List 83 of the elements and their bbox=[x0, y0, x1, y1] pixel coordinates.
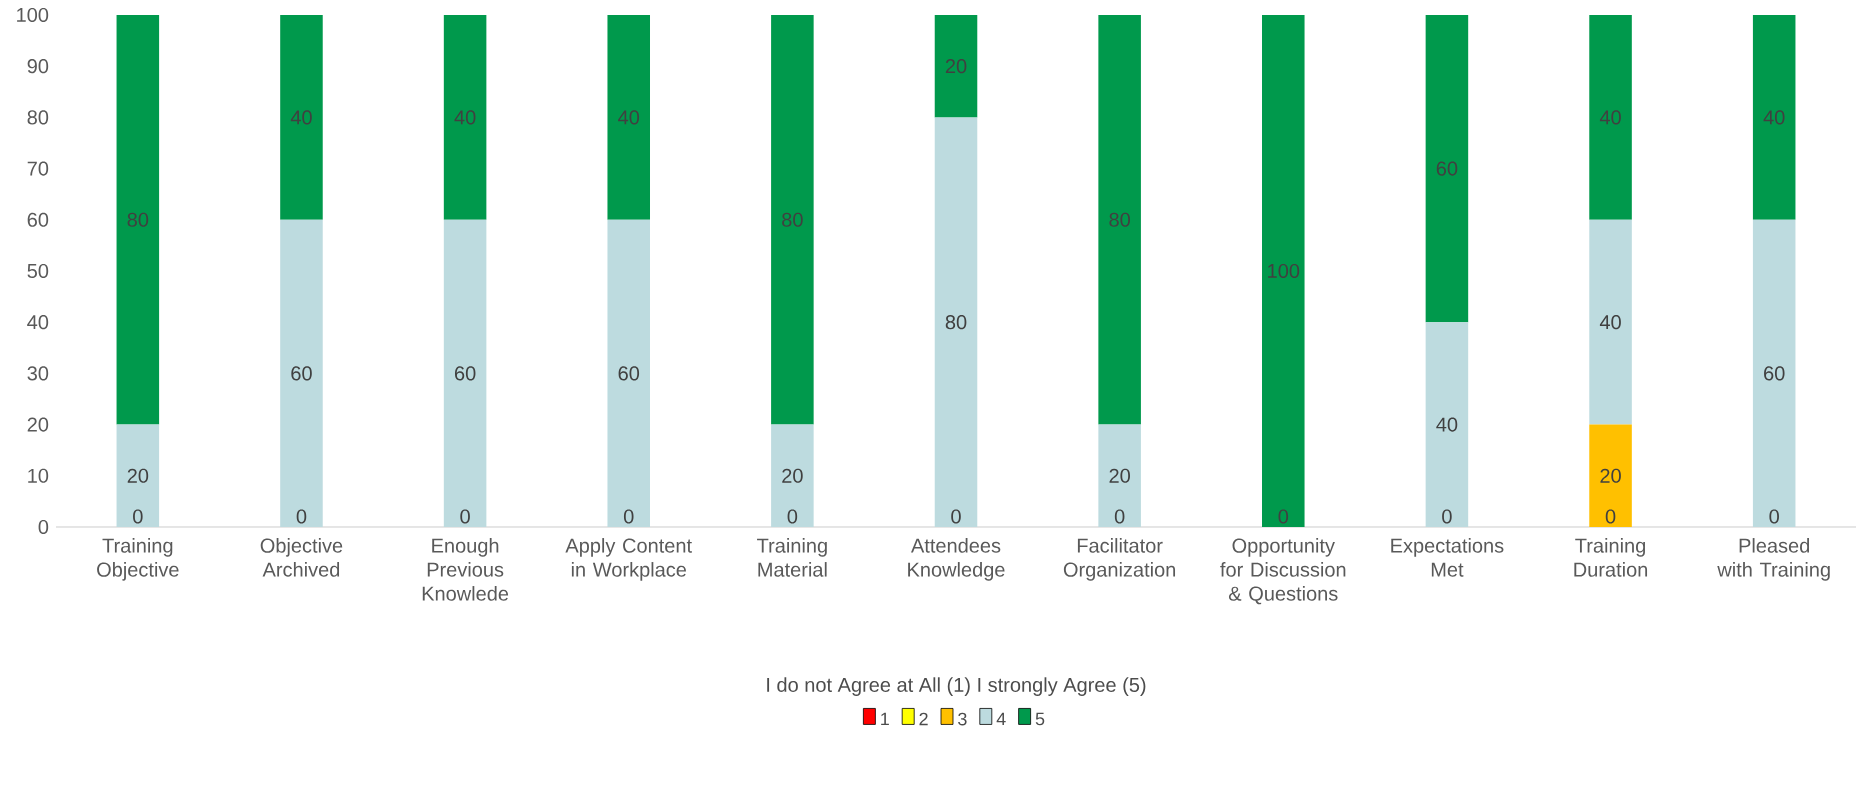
legend-label: 4 bbox=[996, 712, 1006, 726]
annotation: 0 bbox=[951, 509, 961, 524]
bar bbox=[116, 424, 160, 527]
y-tick-label: 70 bbox=[27, 161, 49, 176]
y-tick-label: 100 bbox=[17, 7, 49, 23]
data-label: 20 bbox=[1600, 468, 1621, 483]
annotation: 0 bbox=[1769, 509, 1779, 524]
data-label: 60 bbox=[1436, 161, 1458, 176]
data-label: 100 bbox=[1268, 263, 1300, 279]
bar bbox=[1425, 14, 1469, 323]
y-tick-label: 0 bbox=[38, 519, 49, 535]
data-label: 20 bbox=[782, 468, 803, 483]
data-label: 40 bbox=[1763, 110, 1785, 125]
bar bbox=[934, 14, 978, 118]
annotation: 0 bbox=[787, 509, 798, 524]
x-tick-label: Training Duration bbox=[1574, 538, 1648, 577]
bar bbox=[1098, 14, 1141, 425]
data-label: 20 bbox=[1109, 468, 1130, 483]
bar bbox=[1752, 14, 1796, 220]
annotation: 0 bbox=[1442, 509, 1452, 524]
x-tick-label: Enough Previous Knowlede bbox=[422, 538, 509, 601]
annotation: 0 bbox=[296, 509, 307, 524]
bar bbox=[1425, 322, 1469, 527]
annotation: 0 bbox=[1114, 509, 1125, 524]
bar bbox=[1589, 219, 1632, 425]
annotation: 0 bbox=[1605, 509, 1616, 524]
y-tick-label: 30 bbox=[27, 366, 49, 381]
y-tick-label: 90 bbox=[27, 59, 49, 74]
x-tick-label: Training Objective bbox=[97, 538, 179, 581]
data-label: 40 bbox=[618, 110, 640, 125]
data-label: 40 bbox=[290, 110, 312, 125]
legend-title: I do not Agree at All (1) I strongly Agree (5) bbox=[767, 677, 1146, 696]
bar bbox=[1589, 14, 1632, 220]
annotation: 0 bbox=[460, 509, 470, 524]
data-label: 60 bbox=[618, 366, 640, 381]
bar bbox=[607, 219, 651, 527]
x-tick-label: Opportunity for Discussion & Questions bbox=[1220, 538, 1346, 605]
data-label: 40 bbox=[1599, 110, 1621, 125]
legend-label: 3 bbox=[958, 712, 967, 726]
x-tick-label: Pleased with Training bbox=[1717, 538, 1830, 581]
x-tick-label: Training Material bbox=[757, 538, 827, 577]
bar bbox=[116, 14, 160, 425]
data-label: 60 bbox=[454, 366, 476, 381]
bar bbox=[280, 14, 323, 220]
data-label: 80 bbox=[782, 212, 803, 227]
bar bbox=[771, 424, 814, 527]
y-tick-label: 20 bbox=[27, 417, 49, 432]
x-tick-label: Attendees Knowledge bbox=[908, 538, 1005, 581]
x-tick-label: Apply Content in Workplace bbox=[565, 538, 692, 581]
data-label: 40 bbox=[1436, 417, 1458, 432]
data-label: 60 bbox=[291, 366, 312, 381]
legend-label: 2 bbox=[919, 712, 928, 726]
annotation: 0 bbox=[623, 509, 634, 524]
bar bbox=[443, 14, 487, 220]
y-tick-label: 50 bbox=[27, 263, 49, 279]
y-tick-label: 10 bbox=[28, 468, 49, 483]
bar bbox=[771, 14, 814, 425]
bar bbox=[280, 219, 323, 527]
data-label: 20 bbox=[127, 468, 149, 483]
data-label: 40 bbox=[1599, 315, 1621, 330]
x-tick-label: Expectations Met bbox=[1391, 538, 1504, 577]
bar bbox=[934, 117, 978, 527]
bar bbox=[1262, 14, 1305, 527]
data-label: 80 bbox=[945, 315, 967, 330]
bar bbox=[607, 14, 651, 220]
y-tick-label: 80 bbox=[27, 110, 49, 125]
annotation: 0 bbox=[1278, 509, 1289, 524]
bar bbox=[1589, 424, 1632, 527]
data-label: 40 bbox=[454, 110, 476, 125]
legend-label: 5 bbox=[1035, 712, 1045, 726]
legend-label: 1 bbox=[881, 712, 889, 726]
bar bbox=[443, 219, 487, 527]
x-tick-label: Objective Archived bbox=[260, 538, 343, 577]
data-label: 80 bbox=[1109, 212, 1130, 227]
annotation: 0 bbox=[133, 509, 143, 524]
data-label: 60 bbox=[1764, 366, 1785, 381]
x-tick-label: Facilitator Organization bbox=[1063, 538, 1176, 581]
bar bbox=[1098, 424, 1141, 527]
y-tick-label: 40 bbox=[27, 315, 49, 330]
y-tick-label: 60 bbox=[27, 212, 49, 227]
bar bbox=[1752, 219, 1796, 527]
data-label: 80 bbox=[127, 212, 149, 227]
data-label: 20 bbox=[945, 59, 967, 74]
